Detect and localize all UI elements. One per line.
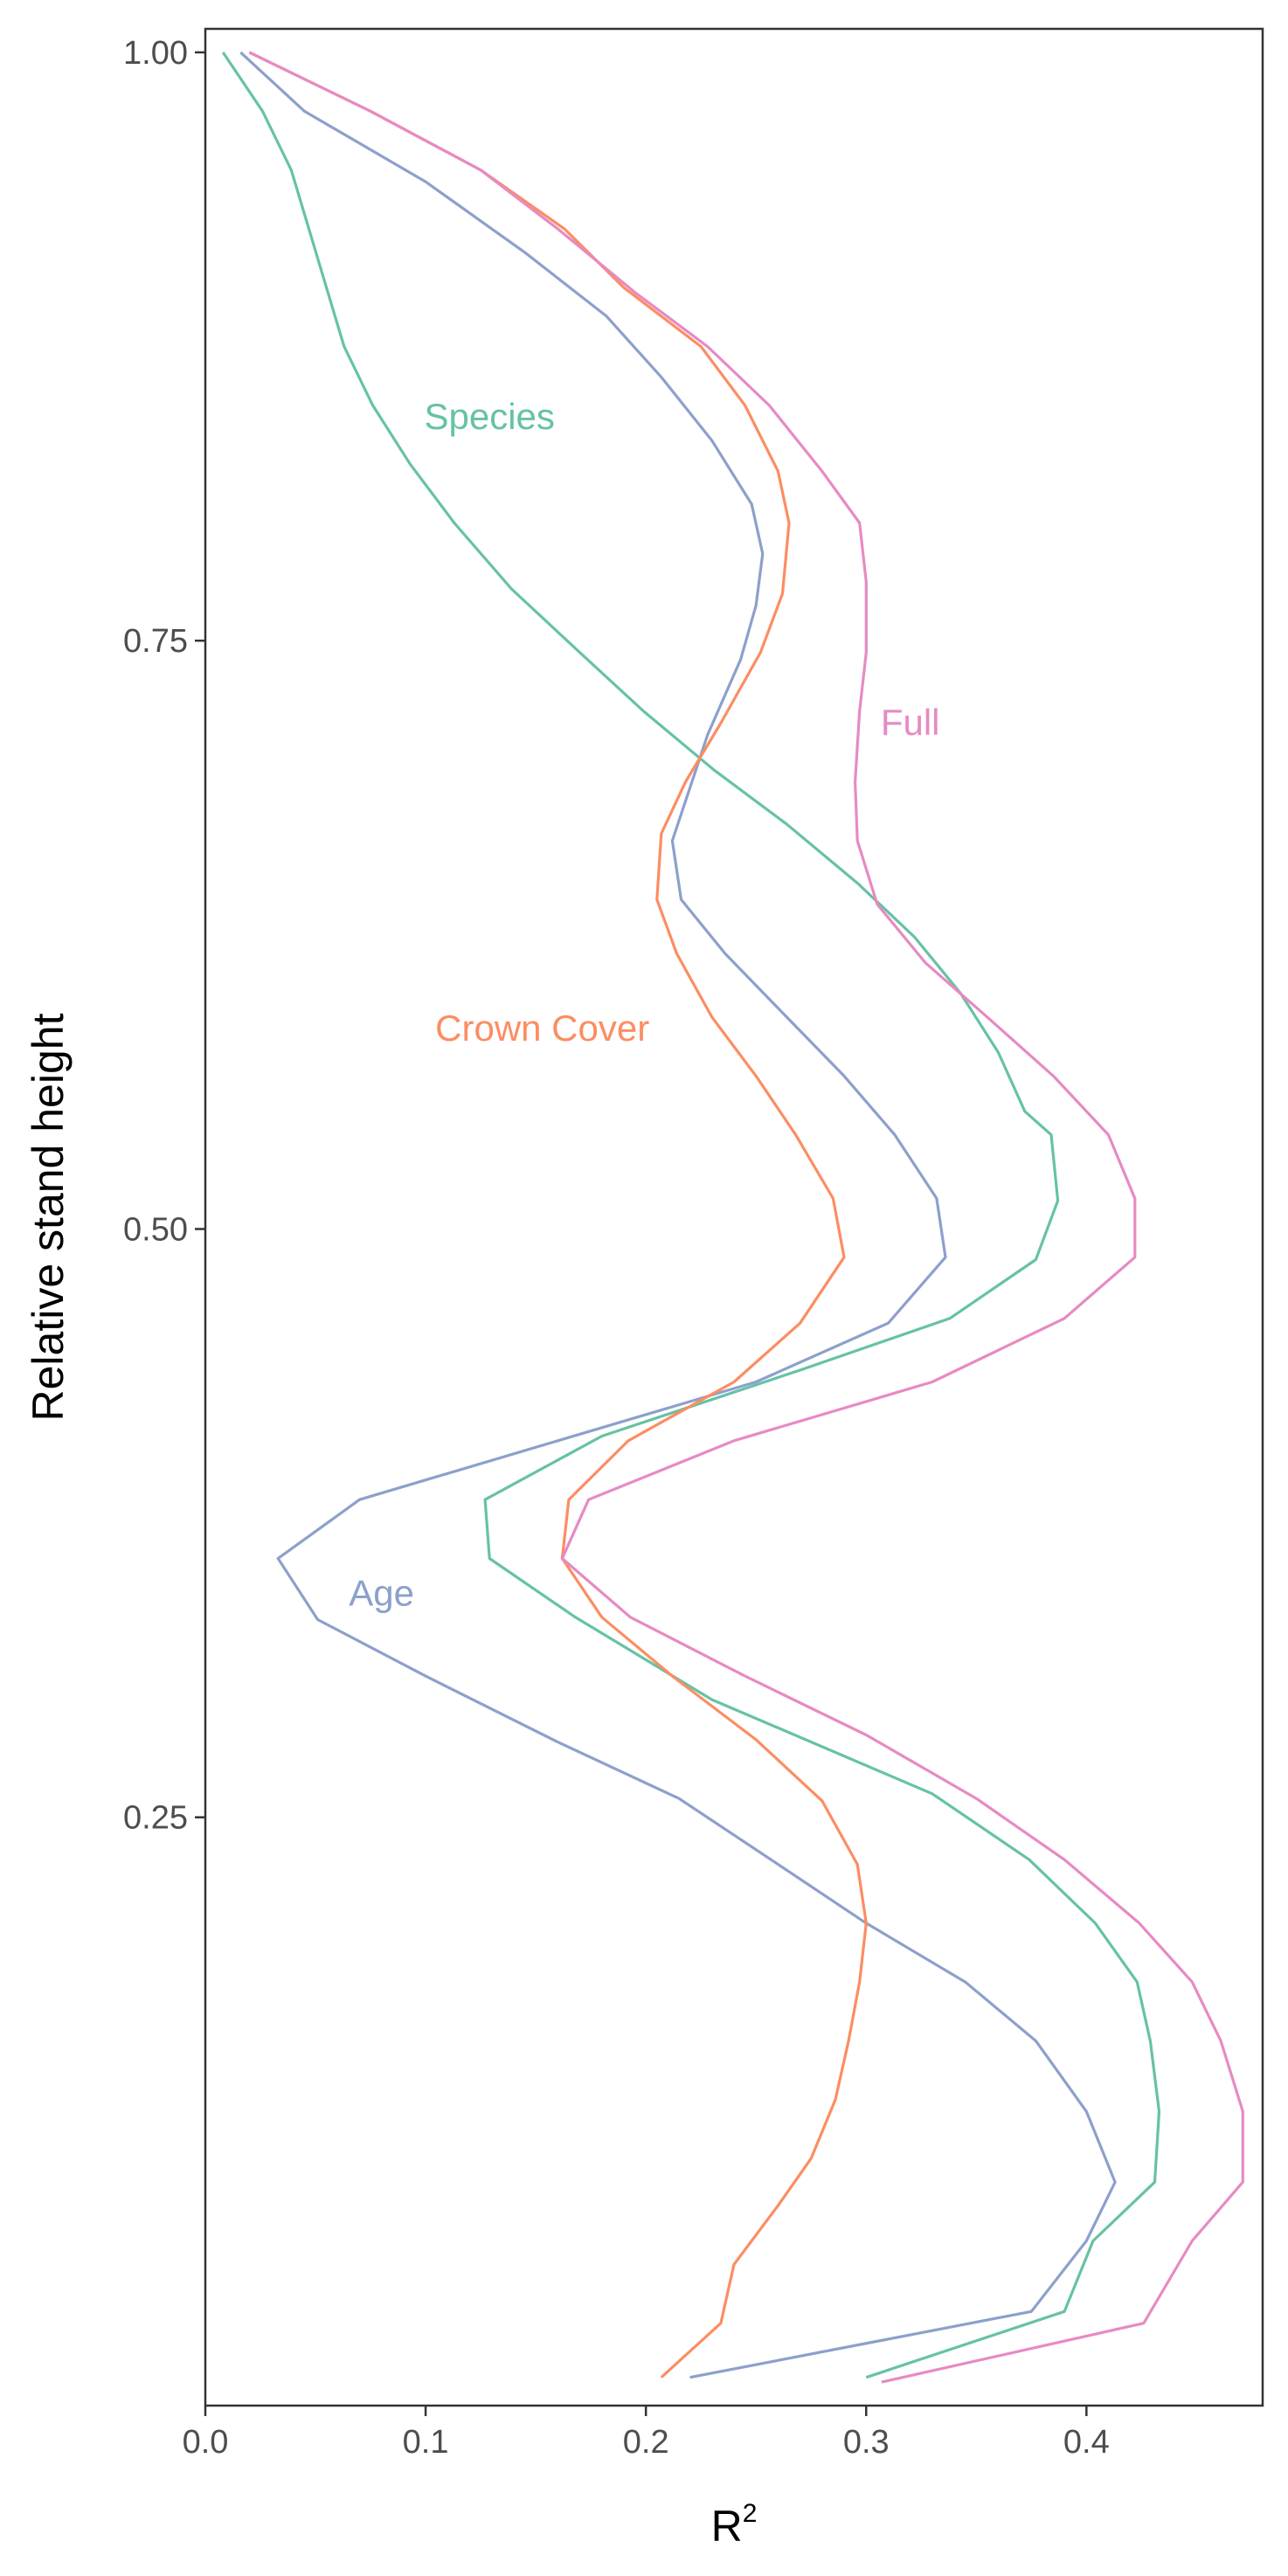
x-tick-label: 0.3: [843, 2424, 890, 2461]
x-tick-label: 0.2: [623, 2424, 669, 2461]
x-axis-title: R2: [711, 2499, 758, 2551]
series-labels: Species Age Crown Cover Full: [349, 396, 939, 1614]
series-line-species: [221, 52, 1161, 2379]
y-tick-label: 0.50: [123, 1211, 188, 1248]
y-tick-label: 1.00: [123, 35, 188, 72]
y-tick-label: 0.25: [123, 1800, 188, 1837]
y-axis: 0.25 0.50 0.75 1.00: [123, 35, 205, 1837]
series-lines: [221, 51, 1244, 2384]
series-label-crown-cover: Crown Cover: [435, 1008, 649, 1049]
series-line-age: [239, 51, 1117, 2379]
y-axis-title: Relative stand height: [24, 1013, 73, 1421]
x-tick-label: 0.1: [403, 2424, 449, 2461]
x-axis-title-superscript: 2: [743, 2499, 758, 2528]
plot-panel: [204, 27, 1264, 2407]
y-tick-label: 0.75: [123, 623, 188, 660]
series-line-crown-cover: [248, 51, 868, 2379]
x-axis: 0.0 0.1 0.2 0.3 0.4: [183, 2406, 1110, 2461]
x-tick-label: 0.4: [1063, 2424, 1110, 2461]
series-label-age: Age: [349, 1572, 414, 1613]
series-line-full: [248, 51, 1244, 2384]
x-axis-title-main: R: [711, 2502, 743, 2551]
series-label-species: Species: [424, 396, 554, 437]
series-label-full: Full: [881, 702, 940, 743]
x-tick-label: 0.0: [183, 2424, 229, 2461]
